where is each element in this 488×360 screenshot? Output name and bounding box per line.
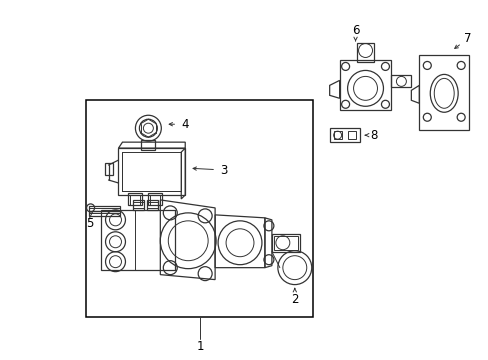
Bar (148, 193, 162, 205)
Bar (147, 200, 158, 210)
Bar (271, 234, 299, 252)
Text: 5: 5 (86, 217, 93, 230)
Bar (104, 163, 112, 175)
Bar (347, 131, 355, 139)
Bar (135, 210, 175, 270)
Bar (147, 202, 158, 208)
Bar (390, 75, 410, 87)
Bar (133, 200, 144, 210)
Text: 3: 3 (220, 163, 227, 176)
Bar (101, 210, 175, 270)
Bar (133, 202, 144, 208)
Text: 6: 6 (351, 24, 359, 37)
Bar (128, 193, 142, 205)
Text: 8: 8 (369, 129, 376, 142)
Bar (141, 140, 155, 150)
Text: 2: 2 (290, 293, 298, 306)
Bar (88, 206, 120, 211)
Bar (356, 42, 374, 62)
Text: 1: 1 (196, 340, 203, 353)
Bar (273, 236, 297, 250)
Bar (339, 60, 390, 110)
Bar (118, 148, 185, 195)
Bar (329, 128, 359, 142)
Bar (85, 100, 312, 318)
Bar (333, 131, 341, 139)
Bar (88, 211, 120, 216)
Text: 4: 4 (181, 118, 188, 131)
Bar (150, 195, 160, 205)
Bar (130, 195, 140, 205)
Text: 7: 7 (464, 32, 471, 45)
Bar (419, 55, 468, 130)
Bar (122, 152, 181, 191)
